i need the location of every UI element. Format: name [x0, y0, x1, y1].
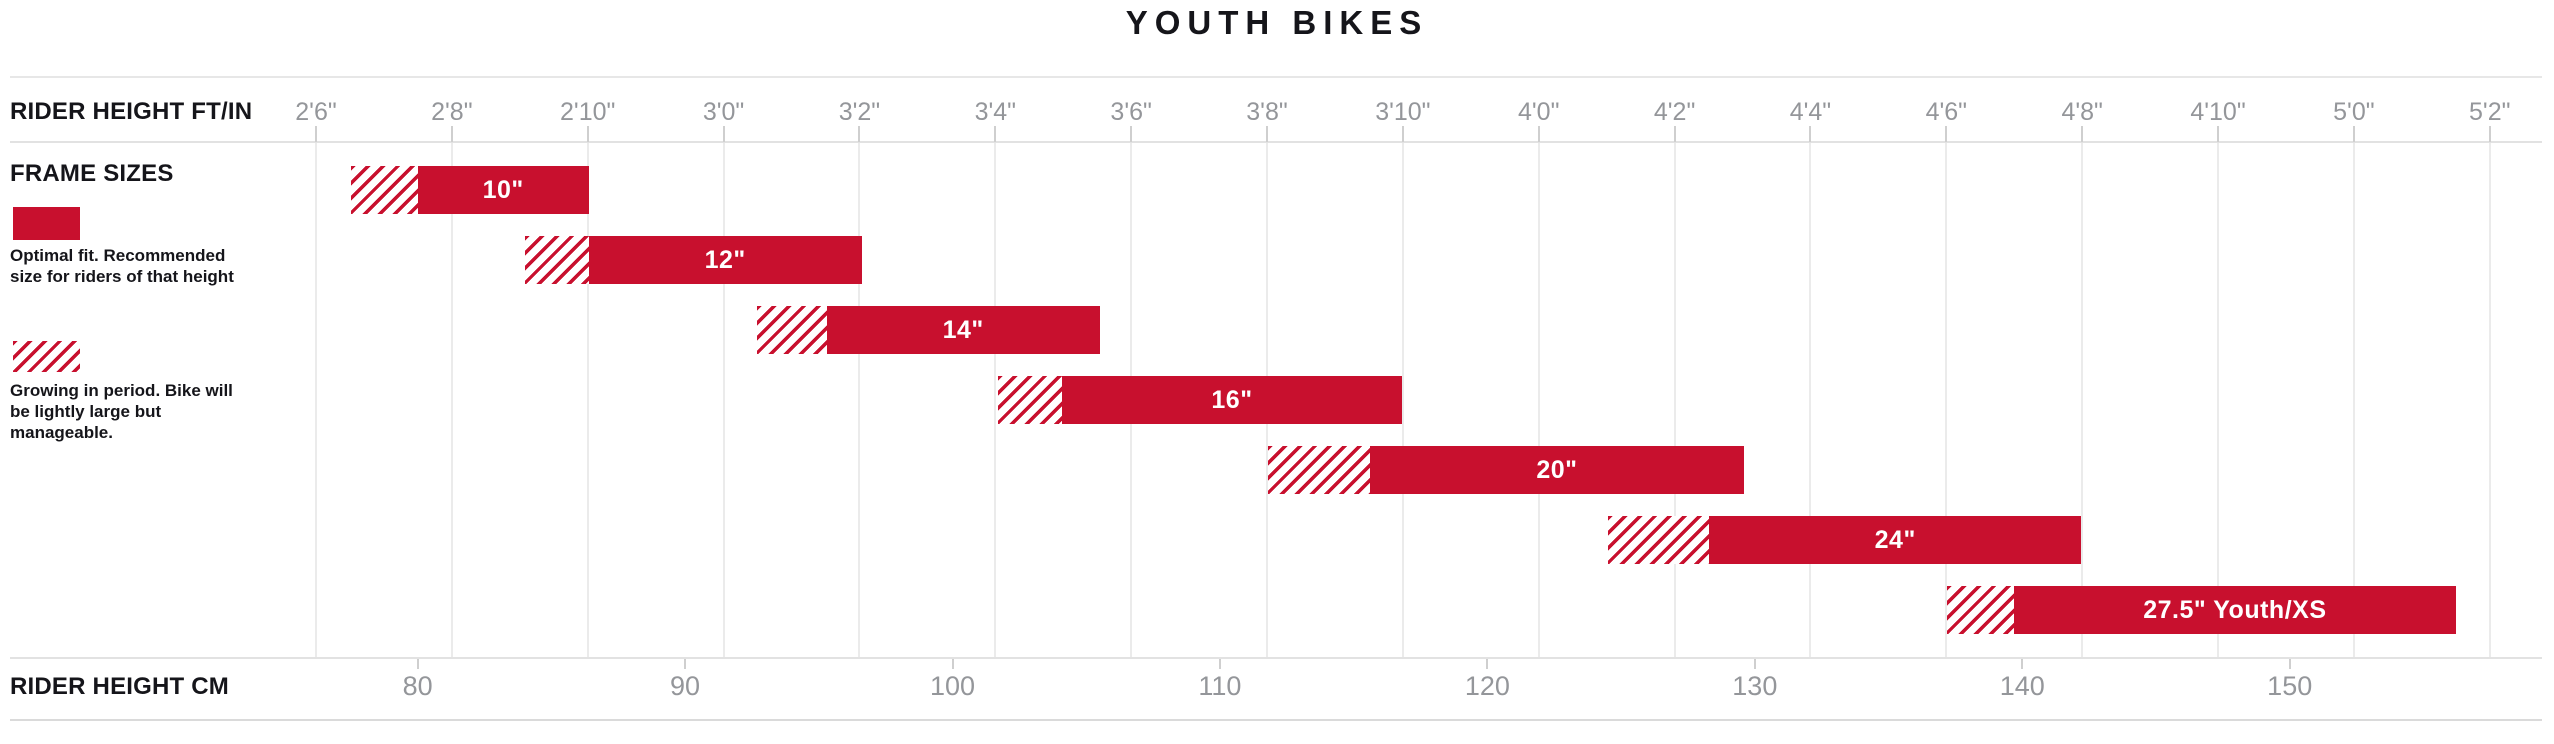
bottom-tick-mark: [2021, 659, 2024, 669]
bar-growing-segment: [1947, 586, 2015, 634]
top-tick-label: 5'0": [2333, 98, 2375, 126]
gridline: [2352, 143, 2355, 657]
gridline: [2217, 143, 2220, 657]
top-tick-label: 4'10": [2190, 98, 2246, 126]
bar-growing-segment: [1607, 516, 1710, 564]
top-tick-mark: [1673, 126, 1676, 142]
bar-optimal-segment: 20": [1369, 446, 1745, 494]
top-tick-mark: [586, 126, 589, 142]
top-tick-label: 4'4": [1789, 98, 1832, 126]
bottom-tick-label: 90: [670, 671, 701, 701]
bar-growing-segment: [757, 306, 827, 354]
top-tick-label: 3'4": [974, 98, 1017, 126]
bottom-tick-label: 120: [1464, 671, 1510, 701]
top-axis-line: [10, 141, 2542, 143]
top-tick-label: 2'8": [431, 98, 473, 126]
gridline: [1809, 143, 1812, 657]
gridline: [315, 143, 317, 657]
bottom-tick-mark: [416, 659, 419, 669]
top-tick-mark: [1945, 126, 1948, 142]
legend-title: FRAME SIZES: [10, 160, 174, 187]
bottom-tick-mark: [951, 659, 954, 669]
top-tick-mark: [2352, 126, 2355, 142]
bar-growing-segment: [997, 376, 1063, 424]
gridline: [2081, 143, 2084, 657]
gridline: [1537, 143, 1540, 657]
top-tick-mark: [1266, 126, 1269, 142]
top-divider-line: [10, 76, 2542, 78]
top-tick-mark: [1537, 126, 1540, 142]
legend-optimal-swatch: [13, 207, 80, 240]
top-tick-mark: [1130, 126, 1133, 142]
top-tick-mark: [1809, 126, 1812, 142]
bar-optimal-segment: 16": [1062, 376, 1402, 424]
bar-size-label: 27.5" Youth/XS: [2143, 595, 2327, 624]
bottom-axis-label: RIDER HEIGHT CM: [10, 673, 229, 700]
gridline: [450, 143, 453, 657]
top-tick-mark: [2217, 126, 2220, 142]
bottom-tick-label: 150: [2267, 671, 2313, 701]
bottom-tick-label: 110: [1198, 671, 1242, 701]
gridline: [1673, 143, 1676, 657]
bottom-axis-line: [10, 657, 2542, 659]
top-tick-label: 2'10": [560, 98, 616, 126]
bar-growing-segment: [350, 166, 418, 214]
top-axis-label: RIDER HEIGHT FT/IN: [10, 98, 253, 125]
top-tick-label: 3'0": [702, 98, 745, 126]
bar-size-label: 14": [942, 315, 984, 344]
bar-size-label: 20": [1536, 455, 1578, 484]
gridline: [1401, 143, 1404, 657]
top-tick-label: 2'6": [295, 98, 337, 126]
top-tick-label: 4'0": [1518, 98, 1560, 126]
gridline: [858, 143, 861, 657]
top-tick-mark: [315, 126, 317, 142]
gridline: [722, 143, 725, 657]
bar-optimal-segment: 14": [826, 306, 1100, 354]
bar-growing-segment: [524, 236, 589, 284]
top-tick-mark: [722, 126, 725, 142]
bottom-tick-mark: [2288, 659, 2291, 669]
gridline: [586, 143, 589, 657]
legend-growing-swatch: [13, 341, 80, 372]
bottom-tick-mark: [1753, 659, 1756, 669]
top-tick-mark: [2488, 126, 2491, 142]
bottom-tick-mark: [1218, 659, 1221, 669]
bottom-divider-line: [10, 719, 2542, 721]
top-tick-mark: [1401, 126, 1404, 142]
chart-title: YOUTH BIKES: [1125, 4, 1429, 41]
gridline: [994, 143, 997, 657]
gridline: [1945, 143, 1948, 657]
top-tick-mark: [450, 126, 453, 142]
top-tick-mark: [2081, 126, 2084, 142]
bar-size-label: 10": [482, 175, 524, 204]
bar-size-label: 24": [1874, 525, 1916, 554]
bottom-tick-label: 80: [402, 671, 433, 701]
legend-optimal-description: Optimal fit. Recommended size for riders…: [10, 246, 234, 286]
bottom-tick-mark: [684, 659, 687, 669]
bottom-tick-mark: [1486, 659, 1489, 669]
top-tick-label: 3'2": [838, 98, 881, 126]
top-tick-label: 3'8": [1246, 98, 1288, 126]
gridline: [2488, 143, 2491, 657]
bottom-tick-label: 140: [1999, 671, 2045, 701]
bar-optimal-segment: 27.5" Youth/XS: [2014, 586, 2456, 634]
top-tick-label: 5'2": [2469, 98, 2511, 126]
bar-growing-segment: [1268, 446, 1370, 494]
top-tick-label: 3'10": [1375, 98, 1431, 126]
bar-optimal-segment: 24": [1709, 516, 2082, 564]
top-tick-label: 3'6": [1110, 98, 1152, 126]
bottom-tick-label: 100: [929, 671, 976, 701]
top-tick-mark: [858, 126, 861, 142]
bar-optimal-segment: 12": [588, 236, 862, 284]
legend-growing-description: Growing in period. Bike will be lightly …: [10, 381, 233, 442]
top-tick-label: 4'6": [1925, 98, 1968, 126]
top-tick-label: 4'8": [2061, 98, 2103, 126]
bar-size-label: 12": [704, 245, 746, 274]
bottom-tick-label: 130: [1732, 671, 1778, 701]
bar-optimal-segment: 10": [417, 166, 589, 214]
bar-size-label: 16": [1211, 385, 1253, 414]
top-tick-mark: [994, 126, 997, 142]
top-tick-label: 4'2": [1653, 98, 1696, 126]
